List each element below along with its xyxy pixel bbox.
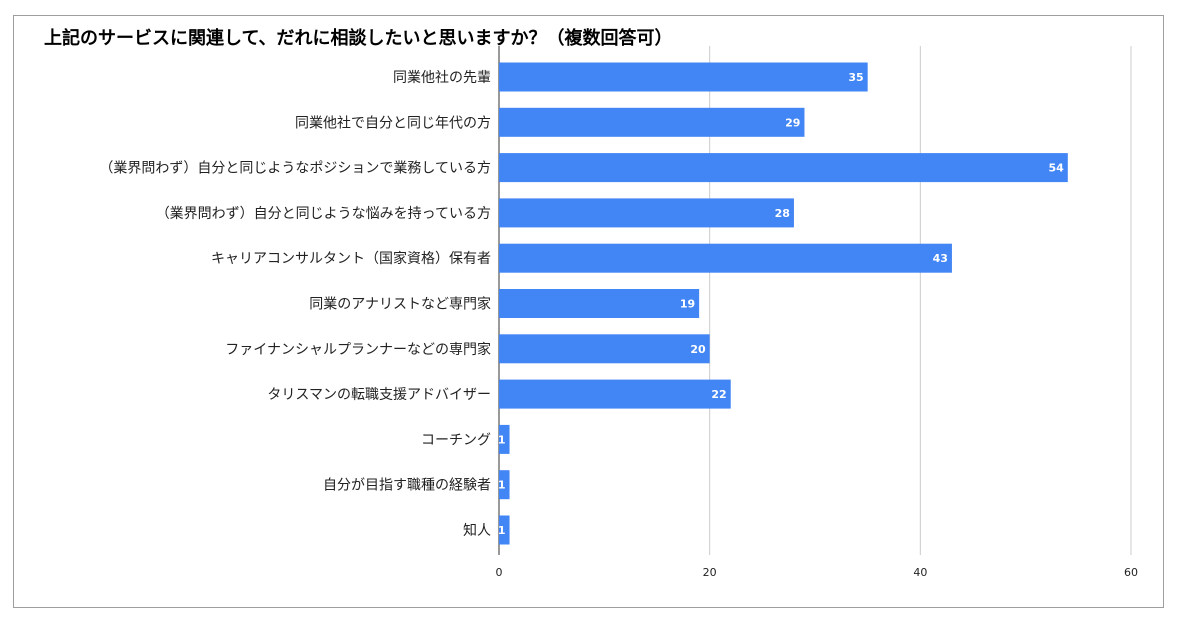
bar-value-label: 43 [933,252,948,265]
bar [499,379,731,409]
category-label: タリスマンの転職支援アドバイザー [267,387,491,403]
bar-value-label: 1 [498,524,506,537]
bar-value-label: 1 [498,433,506,446]
category-label: コーチング [421,432,491,448]
bar [499,107,805,137]
bar-value-label: 35 [848,71,863,84]
category-label: ファイナンシャルプランナーなどの専門家 [225,341,491,358]
x-tick-labels: 0 20 40 60 [496,566,1139,579]
bar-value-label: 1 [498,479,506,492]
bar [499,334,710,364]
bar [499,153,1068,183]
bar-value-label: 29 [785,116,800,129]
bar-value-label: 22 [711,388,726,401]
bar [499,62,868,92]
category-label: 同業のアナリストなど専門家 [309,296,491,313]
bar [499,470,510,500]
bar [499,198,794,228]
bar [499,243,952,273]
category-label: （業界問わず）自分と同じようなポジションで業務している方 [99,161,491,177]
bar [499,424,510,454]
x-tick-label: 20 [703,566,717,579]
bar [499,289,700,318]
bar-value-label: 54 [1048,162,1064,175]
bar-value-label: 19 [680,298,695,311]
category-label: 同業他社の先輩 [393,70,491,86]
category-label: （業界問わず）自分と同じような悩みを持っている方 [156,206,491,222]
bar-value-label: 20 [690,343,706,356]
bar [499,515,510,545]
category-label: 知人 [463,522,491,539]
x-tick-label: 0 [496,566,503,579]
bar-value-label: 28 [775,207,790,220]
chart-title: 上記のサービスに関連して、だれに相談したいと思いますか？（複数回答可） [44,28,673,49]
category-label: キャリアコンサルタント（国家資格）保有者 [211,250,491,267]
category-label: 同業他社で自分と同じ年代の方 [295,115,491,131]
bars: 35 29 54 28 43 19 20 22 1 1 1 [498,62,1068,545]
x-tick-label: 40 [913,566,927,579]
category-label: 自分が目指す職種の経験者 [323,478,491,494]
x-tick-label: 60 [1124,566,1138,579]
